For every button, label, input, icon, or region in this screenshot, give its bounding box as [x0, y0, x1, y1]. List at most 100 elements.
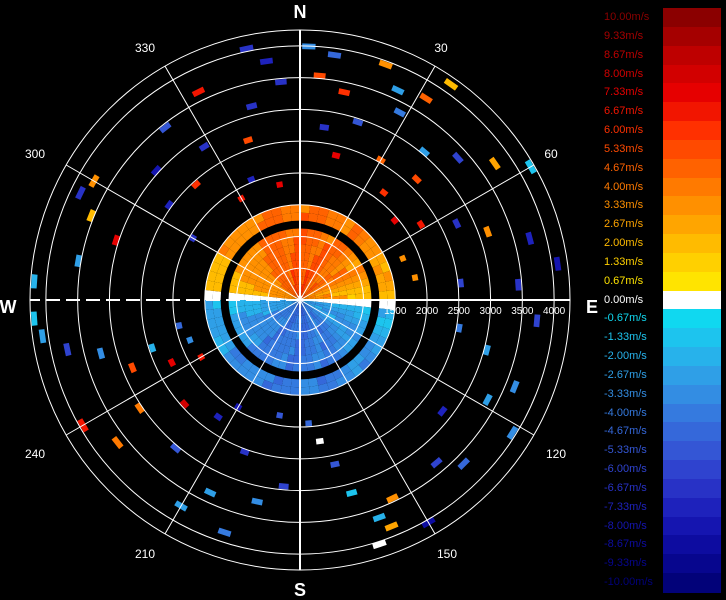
- colorbar-swatch: [663, 347, 721, 367]
- core-cell: [355, 293, 364, 300]
- velocity-bin: [315, 437, 325, 445]
- core-cell: [234, 264, 245, 275]
- core-cell: [315, 292, 324, 297]
- core-cell: [352, 311, 363, 320]
- core-cell: [284, 295, 293, 299]
- core-cell: [304, 314, 310, 323]
- core-cell: [282, 282, 290, 290]
- bearing-spoke: [299, 299, 436, 535]
- colorbar-label: 2.67m/s: [604, 218, 644, 231]
- colorbar-label: -2.00m/s: [604, 350, 647, 363]
- core-cell: [317, 350, 326, 361]
- velocity-bin: [372, 539, 387, 550]
- core-cell: [304, 322, 310, 332]
- colorbar-label: 3.33m/s: [604, 199, 644, 212]
- core-cell: [268, 241, 278, 252]
- core-cell: [291, 331, 297, 340]
- core-cell: [296, 284, 300, 293]
- core-cell: [385, 280, 395, 291]
- core-cell: [228, 292, 237, 300]
- colorbar-swatch: [663, 64, 721, 84]
- core-cell: [336, 280, 346, 288]
- core-cell: [232, 319, 242, 330]
- colorbar-swatch: [663, 26, 721, 47]
- core-cell: [310, 310, 318, 318]
- core-cell: [309, 329, 317, 338]
- core-cell: [258, 319, 268, 329]
- core-cell: [309, 245, 318, 255]
- core-cell: [288, 346, 296, 356]
- core-cell: [268, 348, 278, 359]
- core-cell: [253, 285, 263, 292]
- colorbar-label: -9.33m/s: [604, 557, 647, 570]
- core-cell: [305, 354, 314, 364]
- core-cell: [278, 317, 286, 326]
- core-cell: [337, 285, 347, 292]
- core-cell: [236, 222, 249, 236]
- core-cell: [292, 276, 297, 285]
- colorbar-label: -3.33m/s: [604, 387, 647, 400]
- core-cell: [273, 214, 284, 225]
- core-cell: [276, 265, 285, 275]
- velocity-bin: [259, 57, 274, 66]
- core-cell: [277, 290, 286, 296]
- core-cell: [300, 252, 305, 261]
- core-cell: [383, 270, 394, 282]
- core-cell: [214, 316, 225, 327]
- core-cell: [302, 307, 307, 316]
- core-cell: [364, 339, 376, 352]
- core-cell: [311, 272, 319, 281]
- core-cell: [263, 280, 273, 288]
- core-cell: [300, 212, 310, 222]
- core-cell: [249, 319, 259, 328]
- core-cell: [330, 287, 339, 294]
- core-cell: [270, 383, 282, 394]
- core-cell: [300, 386, 310, 396]
- core-cell: [302, 284, 307, 293]
- core-cell: [264, 355, 275, 366]
- core-cell: [287, 289, 295, 296]
- core-cell: [289, 287, 296, 295]
- core-cell: [270, 232, 281, 242]
- core-cell: [300, 331, 305, 340]
- core-cell: [269, 287, 279, 293]
- core-cell: [253, 308, 263, 315]
- bearing-label: 300: [25, 147, 45, 161]
- core-cell: [370, 343, 383, 357]
- core-cell: [300, 363, 308, 372]
- core-cell: [284, 293, 293, 298]
- core-cell: [261, 323, 271, 332]
- range-label: 3500: [511, 306, 534, 317]
- velocity-bin: [164, 199, 174, 211]
- core-cell: [320, 309, 330, 316]
- core-cell: [377, 308, 387, 319]
- core-cell: [383, 318, 394, 330]
- core-cell: [300, 284, 304, 293]
- bearing-spoke: [65, 299, 301, 436]
- core-cell: [319, 311, 328, 319]
- core-cell: [281, 272, 289, 281]
- core-cell: [323, 293, 332, 298]
- colorbar-swatch: [663, 102, 721, 122]
- core-cell: [312, 254, 320, 264]
- core-cell: [314, 304, 323, 310]
- velocity-bin: [148, 343, 157, 353]
- core-cell: [316, 334, 324, 344]
- core-cell: [351, 222, 364, 236]
- core-cell: [264, 326, 274, 336]
- core-cell: [324, 372, 336, 384]
- core-cell: [344, 262, 356, 273]
- core-cell: [260, 300, 269, 305]
- colorbar-label: 8.67m/s: [604, 48, 644, 61]
- core-cell: [375, 316, 386, 327]
- core-cell: [274, 350, 283, 361]
- core-cell: [261, 306, 270, 313]
- core-cell: [321, 321, 330, 330]
- core-cell: [307, 279, 315, 288]
- core-cell: [212, 290, 222, 300]
- core-cell: [267, 273, 277, 282]
- core-cell: [278, 306, 287, 312]
- core-cell: [370, 243, 383, 257]
- colorbar-label: 4.00m/s: [604, 180, 644, 193]
- core-cell: [286, 236, 295, 246]
